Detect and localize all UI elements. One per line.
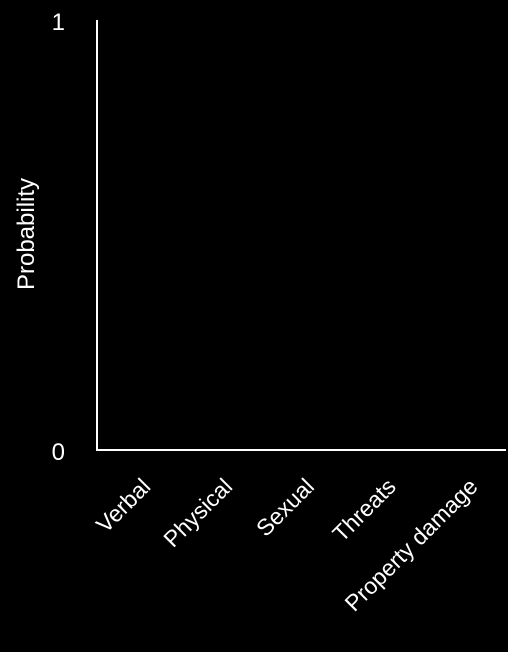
x-tick-label: Physical bbox=[158, 473, 237, 552]
x-tick-label: Verbal bbox=[91, 473, 156, 538]
y-tick-top: 1 bbox=[52, 9, 65, 36]
y-tick-bottom: 0 bbox=[52, 439, 65, 466]
axes bbox=[96, 20, 506, 451]
x-tick-label: Sexual bbox=[251, 473, 319, 541]
x-tick-label: Threats bbox=[327, 473, 401, 547]
y-axis-label: Probability bbox=[13, 178, 40, 290]
